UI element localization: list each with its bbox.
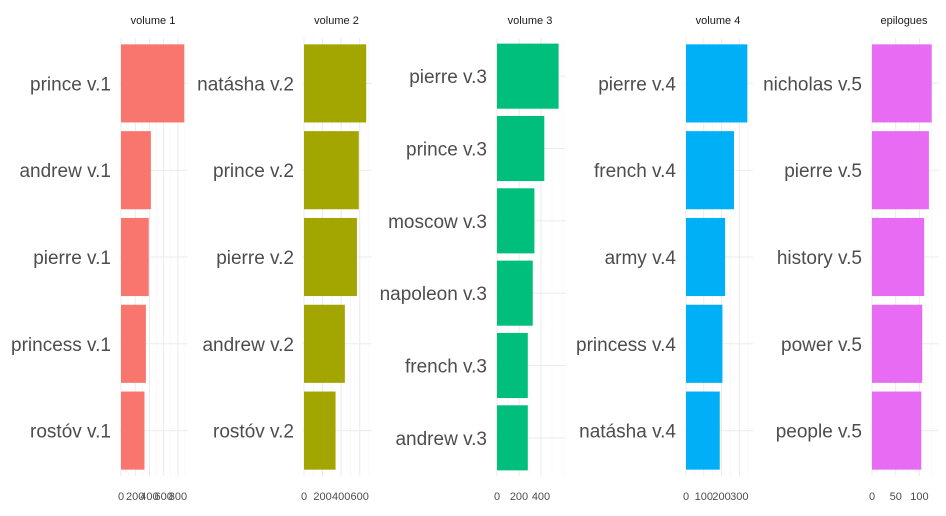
bar (304, 131, 359, 210)
bar (686, 217, 726, 297)
panel-title: volume 2 (314, 15, 359, 27)
category-label: pierre v.1 (33, 248, 111, 269)
category-label: natásha v.2 (197, 74, 294, 95)
category-label: power v.5 (781, 335, 862, 356)
bar (497, 405, 528, 471)
bar (497, 332, 528, 399)
category-label: natásha v.4 (579, 422, 676, 443)
tick-label: 300 (730, 491, 748, 503)
bar (872, 131, 929, 210)
category-label: moscow v.3 (388, 212, 487, 233)
tick-label: 600 (351, 491, 369, 503)
bar (304, 304, 345, 383)
category-label: andrew v.1 (19, 161, 111, 182)
bar (121, 131, 151, 210)
category-label: prince v.3 (406, 140, 487, 161)
category-label: french v.4 (594, 161, 676, 182)
category-label: napoleon v.3 (380, 284, 487, 305)
tick-label: 0 (494, 491, 500, 503)
tick-label: 200 (313, 491, 331, 503)
category-label: pierre v.5 (784, 161, 862, 182)
bar (121, 304, 146, 383)
bar (497, 260, 533, 326)
category-label: andrew v.2 (202, 335, 294, 356)
tick-label: 200 (712, 491, 730, 503)
bar (872, 304, 923, 383)
bar (872, 391, 922, 470)
bar (497, 115, 545, 182)
bar (121, 391, 145, 470)
tick-label: 200 (510, 491, 528, 503)
tick-label: 400 (332, 491, 350, 503)
category-label: nicholas v.5 (763, 74, 862, 95)
tick-label: 0 (301, 491, 307, 503)
category-label: army v.4 (605, 248, 677, 269)
bar (686, 304, 723, 383)
tick-label: 0 (118, 491, 124, 503)
panel-2: natásha v.2 prince v.2 pierre v.2 andrew v.… (197, 15, 372, 503)
category-label: prince v.2 (213, 161, 294, 182)
bar (304, 44, 367, 123)
panel-title: epilogues (880, 15, 928, 27)
panel-5: nicholas v.5 pierre v.5 history v.5 power v… (763, 15, 939, 503)
grid (495, 38, 566, 476)
bar (497, 188, 535, 254)
category-label: pierre v.3 (409, 67, 487, 88)
category-label: princess v.1 (11, 335, 111, 356)
bar (686, 44, 748, 123)
tick-label: 0 (683, 491, 689, 503)
tick-label: 0 (869, 491, 875, 503)
bar (121, 44, 185, 123)
tick-label: 400 (140, 491, 158, 503)
bar (686, 391, 720, 470)
tick-label: 50 (890, 491, 902, 503)
category-label: rostóv v.2 (213, 422, 294, 443)
panel-title: volume 1 (131, 15, 176, 27)
tick-label: 100 (695, 491, 713, 503)
category-label: andrew v.3 (395, 429, 487, 450)
category-label: people v.5 (776, 422, 862, 443)
bar (686, 131, 734, 210)
tick-label: 100 (910, 491, 928, 503)
tick-label: 600 (154, 491, 172, 503)
bar (872, 217, 925, 297)
category-label: pierre v.4 (598, 74, 676, 95)
panel-title: volume 3 (508, 15, 553, 27)
category-label: princess v.4 (576, 335, 676, 356)
category-label: history v.5 (777, 248, 862, 269)
panel-1: prince v.1 andrew v.1 pierre v.1 princess v… (11, 15, 188, 503)
category-label: french v.3 (405, 357, 487, 378)
category-label: pierre v.2 (216, 248, 294, 269)
bar (304, 217, 357, 297)
tick-label: 800 (169, 491, 187, 503)
bar (304, 391, 336, 470)
bar (497, 43, 559, 109)
panel-4: pierre v.4 french v.4 army v.4 princess v.4… (576, 15, 753, 503)
category-label: rostóv v.1 (30, 422, 111, 443)
tick-label: 200 (126, 491, 144, 503)
category-label: prince v.1 (30, 74, 111, 95)
bar (872, 44, 932, 123)
bar (121, 217, 149, 297)
tick-label: 400 (532, 491, 550, 503)
panel-3: pierre v.3 prince v.3 moscow v.3 napoleon v… (380, 15, 566, 503)
panel-title: volume 4 (696, 15, 741, 27)
